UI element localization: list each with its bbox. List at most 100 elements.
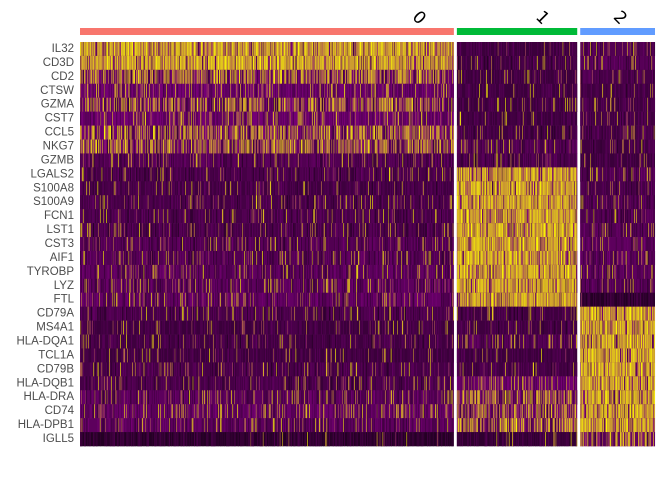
heat-cell [251, 69, 253, 85]
heat-cell [338, 97, 339, 112]
heat-cell [344, 83, 346, 99]
heat-cell [203, 125, 204, 140]
heat-cell [213, 55, 215, 71]
heat-cell [200, 125, 201, 140]
heat-cell [337, 83, 338, 99]
heat-cell [234, 139, 235, 154]
heat-cell [289, 97, 290, 112]
heat-cell [115, 55, 117, 71]
heat-cell [641, 139, 643, 154]
heat-cell [192, 153, 193, 168]
heat-cell [213, 125, 214, 140]
heat-cell [524, 55, 526, 71]
heat-cell [174, 97, 175, 112]
heat-cell [585, 125, 587, 140]
heat-cell [575, 83, 577, 99]
heat-cell [443, 42, 444, 57]
heat-cell [139, 111, 141, 126]
heat-cell [441, 42, 443, 57]
heat-cell [372, 111, 374, 126]
heat-cell [292, 69, 293, 85]
heat-cell [643, 139, 645, 154]
heat-cell [379, 97, 381, 112]
heat-cell [209, 55, 211, 71]
heat-cell [435, 139, 436, 154]
heat-cell [116, 139, 118, 154]
heat-cell [394, 139, 396, 154]
heat-cell [421, 55, 423, 71]
heat-cell [626, 97, 628, 112]
heat-cell [144, 69, 145, 85]
heat-cell [446, 55, 447, 71]
heat-cell [237, 97, 238, 112]
heat-cell [408, 111, 410, 126]
heat-cell [374, 42, 376, 57]
heat-cell [554, 55, 556, 71]
heat-cell [140, 125, 141, 140]
gene-label-cd74: CD74 [45, 405, 75, 417]
heat-cell [586, 97, 588, 112]
heat-cell [532, 111, 534, 126]
heat-cell [221, 42, 223, 57]
heat-cell [420, 69, 421, 85]
heat-cell [412, 55, 414, 71]
heat-cell [410, 42, 412, 57]
heat-cell [339, 42, 341, 57]
heat-cell [307, 139, 309, 154]
heat-cell [444, 139, 446, 154]
heat-cell [393, 125, 395, 140]
heat-cell [420, 42, 421, 57]
heat-cell [275, 42, 277, 57]
heat-cell [493, 55, 495, 71]
heat-cell [364, 42, 366, 57]
heat-cell [446, 42, 447, 57]
heat-cell [167, 153, 168, 168]
heat-cell [153, 42, 154, 57]
heat-cell [353, 139, 355, 154]
heat-cell [434, 69, 436, 85]
heat-cell [296, 83, 298, 99]
heat-cell [592, 69, 594, 85]
heat-cell [424, 139, 426, 154]
heat-cell [177, 97, 179, 112]
heat-cell [644, 83, 646, 99]
heat-cell [504, 69, 506, 85]
heat-cell [371, 97, 373, 112]
heat-cell [158, 83, 160, 99]
heat-cell [209, 139, 210, 154]
heat-cell [92, 55, 93, 71]
heat-cell [141, 55, 143, 71]
heat-cell [192, 69, 194, 85]
heat-cell [223, 125, 225, 140]
heat-cell [130, 83, 132, 99]
heat-cell [643, 69, 645, 85]
heat-cell [539, 125, 541, 140]
heat-cell [369, 69, 370, 85]
heat-cell [515, 83, 516, 99]
heat-cell [366, 69, 367, 85]
heat-cell [325, 139, 326, 154]
heat-cell [540, 69, 542, 85]
heat-cell [199, 153, 201, 168]
heat-cell [80, 111, 82, 126]
heat-cell [82, 42, 84, 57]
heat-cell [590, 69, 591, 85]
heat-cell [337, 42, 339, 57]
heat-cell [519, 69, 521, 85]
heat-cell [90, 139, 92, 154]
gene-label-lgals2: LGALS2 [31, 168, 74, 180]
heat-cell [207, 69, 209, 85]
heat-cell [306, 111, 308, 126]
heat-cell [186, 111, 187, 126]
heat-cell [368, 111, 370, 126]
heat-cell [272, 42, 273, 57]
heat-cell [410, 97, 411, 112]
heat-cell [595, 97, 597, 112]
heat-cell [227, 83, 228, 99]
heat-cell [507, 111, 508, 126]
heat-cell [122, 97, 124, 112]
heat-cell [289, 97, 291, 112]
heat-cell [120, 153, 121, 168]
heat-cell [394, 125, 396, 140]
heat-cell [340, 125, 342, 140]
